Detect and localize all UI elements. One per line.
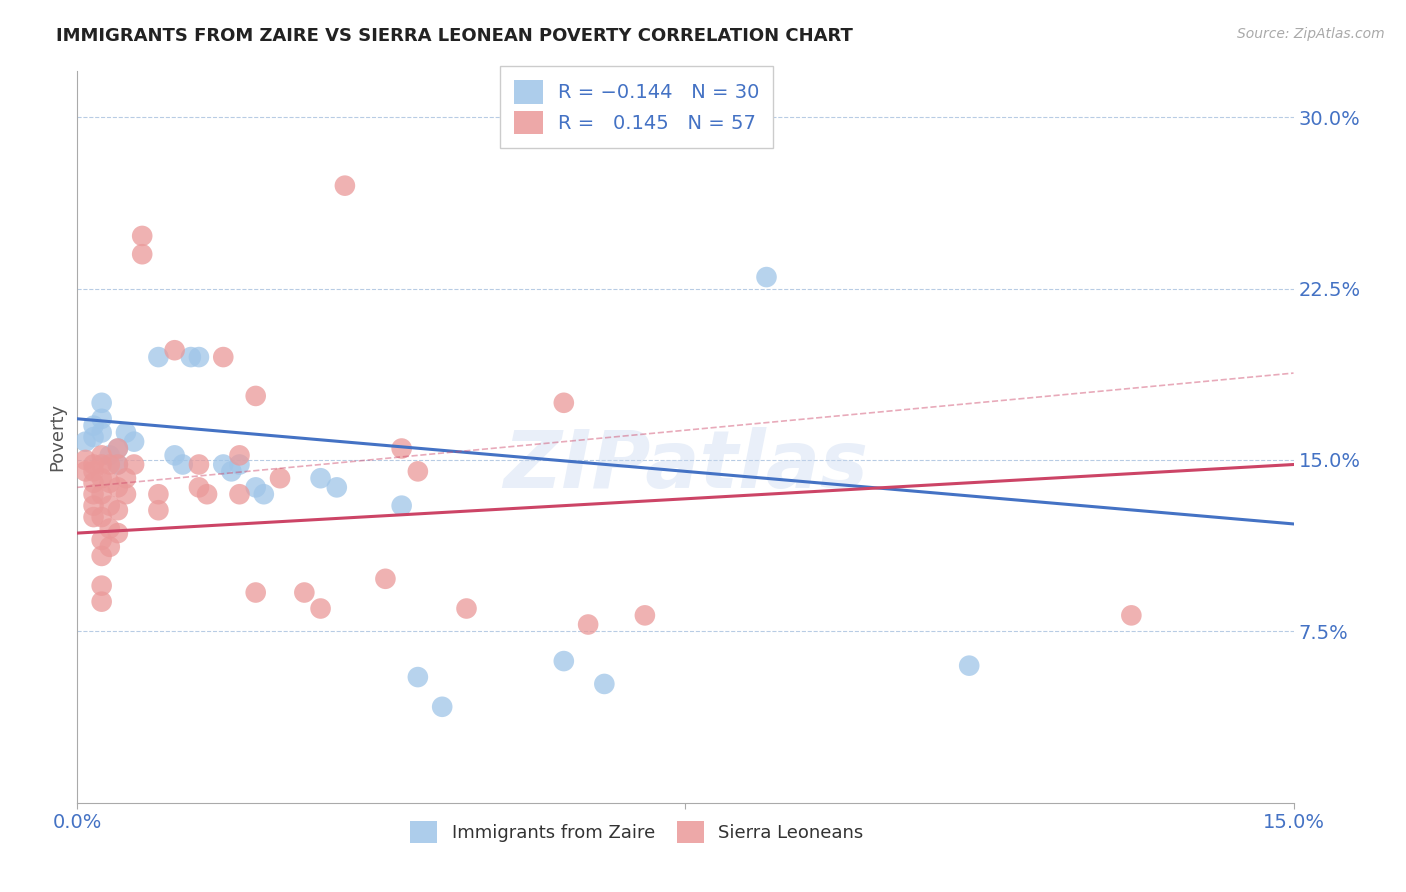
Point xyxy=(83,475,105,490)
Point xyxy=(107,458,129,472)
Point xyxy=(115,425,138,440)
Point xyxy=(90,510,112,524)
Point xyxy=(374,572,396,586)
Text: Source: ZipAtlas.com: Source: ZipAtlas.com xyxy=(1237,27,1385,41)
Point xyxy=(122,434,145,449)
Point xyxy=(148,350,170,364)
Point xyxy=(90,487,112,501)
Point xyxy=(163,449,186,463)
Point xyxy=(245,389,267,403)
Point xyxy=(75,453,97,467)
Point xyxy=(98,449,121,463)
Point xyxy=(755,270,778,285)
Point xyxy=(90,425,112,440)
Point xyxy=(83,510,105,524)
Point xyxy=(957,658,980,673)
Point xyxy=(326,480,349,494)
Point xyxy=(212,350,235,364)
Point xyxy=(98,499,121,513)
Point xyxy=(188,458,211,472)
Point xyxy=(107,526,129,541)
Text: ZIPatlas: ZIPatlas xyxy=(503,427,868,506)
Point xyxy=(148,487,170,501)
Point xyxy=(195,487,218,501)
Point xyxy=(131,247,153,261)
Point xyxy=(391,499,413,513)
Point xyxy=(90,412,112,426)
Point xyxy=(406,464,429,478)
Point xyxy=(406,670,429,684)
Point xyxy=(107,503,129,517)
Point xyxy=(430,699,453,714)
Point xyxy=(228,449,250,463)
Point xyxy=(107,480,129,494)
Point xyxy=(90,549,112,563)
Point xyxy=(228,458,250,472)
Point xyxy=(221,464,243,478)
Point xyxy=(1121,608,1143,623)
Point xyxy=(553,654,575,668)
Point xyxy=(98,458,121,472)
Point xyxy=(98,475,121,490)
Point xyxy=(593,677,616,691)
Point xyxy=(115,471,138,485)
Legend: Immigrants from Zaire, Sierra Leoneans: Immigrants from Zaire, Sierra Leoneans xyxy=(401,813,872,852)
Point xyxy=(333,178,356,193)
Point xyxy=(292,585,315,599)
Point xyxy=(553,396,575,410)
Point xyxy=(98,521,121,535)
Point xyxy=(456,601,478,615)
Point xyxy=(634,608,657,623)
Point xyxy=(245,480,267,494)
Point xyxy=(391,442,413,456)
Point xyxy=(148,503,170,517)
Point xyxy=(122,458,145,472)
Point xyxy=(90,595,112,609)
Point xyxy=(83,487,105,501)
Point xyxy=(269,471,291,485)
Text: IMMIGRANTS FROM ZAIRE VS SIERRA LEONEAN POVERTY CORRELATION CHART: IMMIGRANTS FROM ZAIRE VS SIERRA LEONEAN … xyxy=(56,27,853,45)
Point xyxy=(90,471,112,485)
Point xyxy=(228,487,250,501)
Point xyxy=(253,487,276,501)
Point xyxy=(75,434,97,449)
Point xyxy=(90,579,112,593)
Point xyxy=(188,350,211,364)
Point xyxy=(309,601,332,615)
Point xyxy=(98,540,121,554)
Point xyxy=(83,418,105,433)
Point xyxy=(163,343,186,358)
Point xyxy=(83,499,105,513)
Point xyxy=(83,430,105,444)
Point xyxy=(90,396,112,410)
Y-axis label: Poverty: Poverty xyxy=(48,403,66,471)
Point xyxy=(90,458,112,472)
Point xyxy=(180,350,202,364)
Point xyxy=(212,458,235,472)
Point xyxy=(107,442,129,456)
Point xyxy=(245,585,267,599)
Point xyxy=(576,617,599,632)
Point xyxy=(90,533,112,547)
Point xyxy=(83,464,105,478)
Point xyxy=(90,449,112,463)
Point xyxy=(131,229,153,244)
Point xyxy=(107,458,129,472)
Point xyxy=(115,487,138,501)
Point xyxy=(172,458,194,472)
Point xyxy=(83,458,105,472)
Point xyxy=(188,480,211,494)
Point xyxy=(309,471,332,485)
Point xyxy=(107,442,129,456)
Point xyxy=(75,464,97,478)
